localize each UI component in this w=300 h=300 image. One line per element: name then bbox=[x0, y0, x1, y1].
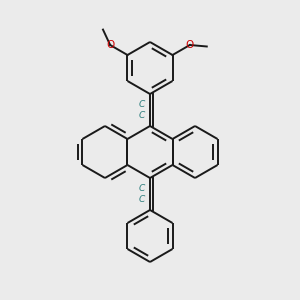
Text: C: C bbox=[139, 111, 145, 120]
Text: C: C bbox=[139, 100, 145, 109]
Text: C: C bbox=[139, 184, 145, 193]
Text: O: O bbox=[186, 40, 194, 50]
Text: C: C bbox=[139, 195, 145, 204]
Text: O: O bbox=[106, 40, 114, 50]
